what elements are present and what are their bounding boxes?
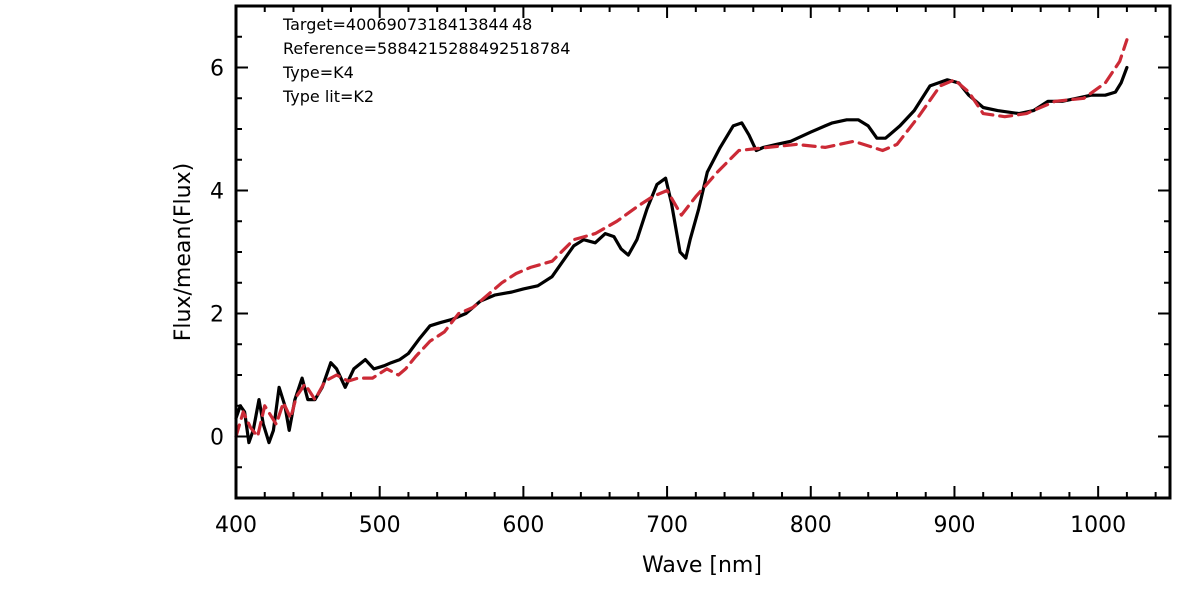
x-tick-label: 400 (215, 513, 257, 538)
annotation-line: Target=4006907318413844 48 (282, 15, 532, 34)
x-tick-label: 700 (646, 513, 688, 538)
x-tick-label: 800 (790, 513, 832, 538)
x-tick-label: 1000 (1070, 513, 1126, 538)
annotation-line: Type=K4 (282, 63, 354, 82)
series-line-2 (234, 38, 1129, 439)
annotation-line: Reference=5884215288492518784 (283, 39, 570, 58)
y-tick-label: 2 (210, 303, 224, 328)
annotation-line: Type lit=K2 (282, 87, 374, 106)
x-axis-label: Wave [nm] (642, 553, 762, 578)
series-line-1 (234, 65, 1129, 445)
y-tick-label: 4 (210, 180, 224, 205)
x-tick-label: 500 (359, 513, 401, 538)
y-axis-label: Flux/mean(Flux) (171, 163, 196, 341)
y-tick-label: 0 (210, 426, 224, 451)
ticks-layer: 400 500 600 700 800 900 1000 0 2 4 6 (210, 6, 1170, 538)
annotation-block: Target=4006907318413844 48 Reference=5884… (282, 15, 570, 106)
y-tick-label: 6 (210, 57, 224, 82)
x-tick-label: 900 (933, 513, 975, 538)
plot-frame (234, 4, 1172, 500)
series-layer (234, 38, 1129, 445)
x-tick-label: 600 (502, 513, 544, 538)
